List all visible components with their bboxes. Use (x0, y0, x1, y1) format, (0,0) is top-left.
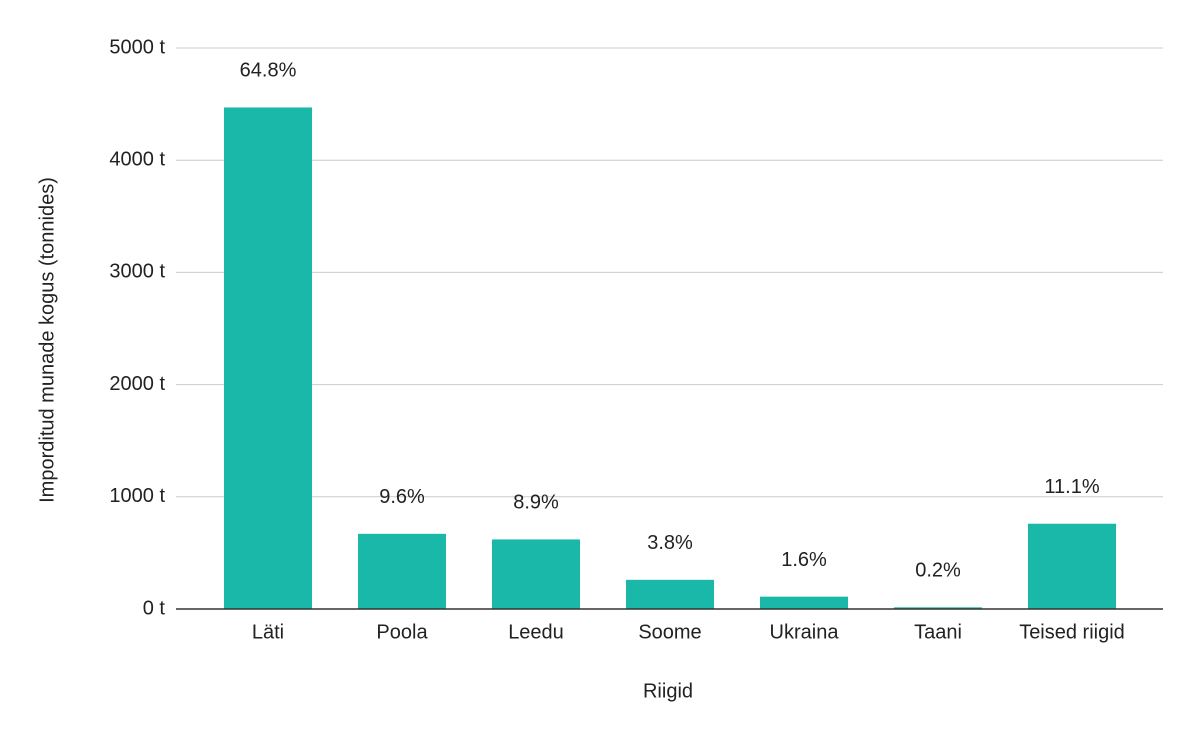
y-tick-label: 0 t (143, 597, 166, 619)
x-tick-label: Leedu (508, 621, 564, 643)
y-axis-title: Imporditud munade kogus (tonnides) (36, 177, 58, 503)
x-axis-title: Riigid (643, 680, 693, 702)
x-tick-label: Taani (914, 621, 962, 643)
bar (224, 107, 312, 609)
y-tick-label: 1000 t (109, 485, 165, 507)
x-tick-label: Soome (638, 621, 701, 643)
y-tick-label: 5000 t (109, 36, 165, 58)
y-tick-label: 3000 t (109, 261, 165, 283)
bar (1028, 523, 1116, 609)
share-label: 9.6% (379, 486, 425, 508)
bar (894, 607, 982, 609)
y-tick-label: 4000 t (109, 148, 165, 170)
bar (626, 579, 714, 609)
bar (492, 539, 580, 609)
bar (358, 533, 446, 609)
x-tick-label: Poola (376, 621, 428, 643)
x-tick-label: Teised riigid (1019, 621, 1125, 643)
x-tick-label: Läti (252, 621, 284, 643)
bar (760, 596, 848, 609)
y-tick-label: 2000 t (109, 373, 165, 395)
share-label: 64.8% (240, 60, 297, 82)
share-label: 11.1% (1044, 476, 1099, 498)
share-label: 1.6% (781, 549, 827, 571)
share-label: 0.2% (915, 560, 961, 582)
x-tick-label: Ukraina (770, 621, 840, 643)
share-label: 8.9% (513, 492, 559, 514)
share-label: 3.8% (647, 532, 693, 554)
